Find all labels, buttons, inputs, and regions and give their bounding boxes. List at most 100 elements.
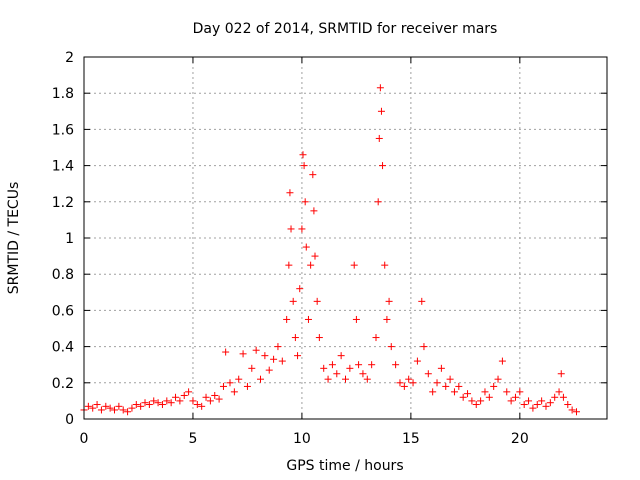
data-point	[572, 408, 580, 416]
data-point	[464, 390, 472, 398]
data-point	[261, 352, 269, 360]
data-point	[211, 391, 219, 399]
data-point	[89, 404, 97, 412]
data-point	[337, 352, 345, 360]
y-tick-label: 1.4	[52, 159, 74, 175]
data-point	[424, 370, 432, 378]
data-point	[381, 261, 389, 269]
data-point	[372, 334, 380, 342]
data-point	[132, 401, 140, 409]
data-point	[222, 348, 230, 356]
data-point	[226, 379, 234, 387]
data-point	[568, 406, 576, 414]
data-point	[374, 198, 382, 206]
data-point	[128, 404, 136, 412]
data-point	[328, 361, 336, 369]
y-tick-labels: 0 0.2 0.4 0.6 0.8 1 1.2 1.4 1.6 1.8 2	[52, 50, 74, 428]
data-point	[359, 370, 367, 378]
data-point	[286, 189, 294, 197]
data-point	[455, 382, 463, 390]
x-tick-label: 0	[80, 431, 89, 447]
data-point	[287, 225, 295, 233]
data-point	[215, 395, 223, 403]
data-point	[311, 252, 319, 260]
data-point	[119, 406, 127, 414]
data-point	[298, 225, 306, 233]
x-axis-title: GPS time / hours	[286, 458, 403, 474]
data-point	[355, 361, 363, 369]
chart-title: Day 022 of 2014, SRMTID for receiver mar…	[193, 21, 498, 37]
data-point	[235, 375, 243, 383]
data-point	[533, 401, 541, 409]
x-tick-label: 10	[293, 431, 311, 447]
data-point	[248, 364, 256, 372]
data-point	[472, 401, 480, 409]
data-points	[80, 84, 580, 416]
data-point	[385, 297, 393, 305]
data-point	[172, 393, 180, 401]
y-tick-label: 1.8	[52, 86, 74, 102]
y-tick-label: 0.6	[52, 303, 74, 319]
data-point	[315, 334, 323, 342]
y-tick-label: 1	[65, 231, 74, 247]
data-point	[291, 334, 299, 342]
axis-ticks	[83, 56, 607, 420]
grid-lines	[84, 57, 607, 419]
data-point	[274, 343, 282, 351]
data-point	[294, 352, 302, 360]
data-point	[442, 382, 450, 390]
y-tick-label: 0.4	[52, 340, 74, 356]
data-point	[296, 285, 304, 293]
y-tick-label: 0.2	[52, 376, 74, 392]
data-point	[198, 402, 206, 410]
data-point	[141, 399, 149, 407]
data-point	[252, 346, 260, 354]
data-point	[418, 297, 426, 305]
data-point	[383, 315, 391, 323]
data-point	[376, 84, 384, 92]
data-point	[433, 379, 441, 387]
data-point	[409, 379, 417, 387]
data-point	[368, 361, 376, 369]
data-point	[503, 388, 511, 396]
data-point	[557, 370, 565, 378]
data-point	[459, 393, 467, 401]
data-point	[437, 364, 445, 372]
data-point	[265, 366, 273, 374]
data-point	[154, 399, 162, 407]
data-point	[310, 207, 318, 215]
data-point	[468, 397, 476, 405]
data-point	[559, 393, 567, 401]
data-point	[202, 393, 210, 401]
data-point	[324, 375, 332, 383]
data-point	[333, 370, 341, 378]
data-point	[477, 397, 485, 405]
data-point	[176, 397, 184, 405]
y-tick-label: 1.2	[52, 195, 74, 211]
data-point	[150, 397, 158, 405]
data-point	[450, 388, 458, 396]
data-point	[346, 364, 354, 372]
data-point	[302, 243, 310, 251]
data-point	[498, 357, 506, 365]
data-point	[309, 171, 317, 179]
data-point	[551, 393, 559, 401]
data-point	[193, 401, 201, 409]
data-point	[538, 397, 546, 405]
data-point	[525, 397, 533, 405]
data-point	[285, 261, 293, 269]
data-point	[97, 406, 105, 414]
data-point	[270, 355, 278, 363]
data-point	[405, 375, 413, 383]
data-point	[511, 393, 519, 401]
data-point	[102, 402, 110, 410]
data-point	[392, 361, 400, 369]
data-point	[115, 402, 123, 410]
data-point	[520, 401, 528, 409]
data-point	[342, 375, 349, 383]
data-point	[239, 350, 247, 358]
data-point	[350, 261, 358, 269]
y-tick-label: 0	[65, 412, 74, 428]
data-point	[352, 315, 360, 323]
